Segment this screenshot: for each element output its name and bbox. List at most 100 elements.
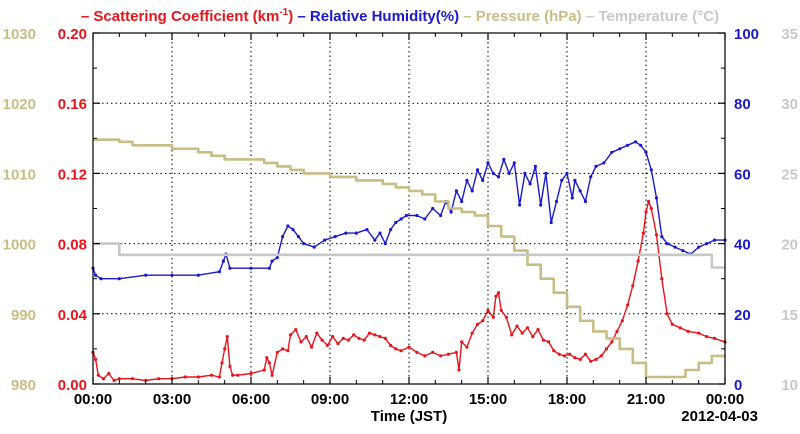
x-tick-label: 15:00 bbox=[469, 391, 507, 408]
series-point-humidity bbox=[673, 245, 677, 249]
series-point-humidity bbox=[281, 235, 285, 239]
series-point-scattering bbox=[399, 349, 403, 353]
series-point-scattering bbox=[267, 361, 271, 365]
scattering-tick-label: 0.04 bbox=[58, 307, 88, 324]
series-point-humidity bbox=[565, 171, 569, 175]
x-tick-label: 09:00 bbox=[311, 391, 349, 408]
x-tick-label: 03:00 bbox=[153, 391, 191, 408]
series-point-scattering bbox=[620, 319, 624, 323]
series-point-humidity bbox=[99, 277, 103, 281]
series-line-pressure bbox=[93, 138, 725, 379]
series-point-humidity bbox=[117, 277, 121, 281]
series-point-scattering bbox=[336, 342, 340, 346]
temperature-tick-label: 10 bbox=[781, 377, 798, 394]
humidity-tick-label: 60 bbox=[734, 166, 751, 183]
scattering-tick-label: 0.16 bbox=[58, 96, 87, 113]
series-point-scattering bbox=[304, 335, 308, 339]
series-point-humidity bbox=[681, 249, 685, 253]
humidity-tick-label: 40 bbox=[734, 237, 751, 254]
series-point-humidity bbox=[399, 217, 403, 221]
series-point-scattering bbox=[486, 308, 490, 312]
series-point-humidity bbox=[217, 270, 221, 274]
series-point-scattering bbox=[299, 340, 303, 344]
series-point-scattering bbox=[583, 352, 588, 356]
series-point-scattering bbox=[270, 373, 274, 377]
series-point-scattering bbox=[183, 375, 187, 379]
series-point-scattering bbox=[562, 354, 567, 358]
temperature-tick-label: 30 bbox=[781, 96, 798, 113]
series-point-humidity bbox=[533, 164, 538, 168]
series-point-scattering bbox=[599, 354, 603, 358]
series-point-humidity bbox=[496, 175, 501, 179]
series-point-humidity bbox=[633, 140, 638, 144]
series-point-scattering bbox=[604, 347, 609, 351]
series-point-humidity bbox=[705, 242, 709, 246]
series-point-scattering bbox=[341, 336, 345, 340]
series-point-scattering bbox=[439, 354, 443, 358]
series-point-scattering bbox=[547, 340, 551, 344]
series-point-humidity bbox=[144, 273, 148, 277]
series-point-scattering bbox=[457, 368, 461, 372]
series-point-scattering bbox=[157, 377, 161, 381]
legend-text: – Scattering Coefficient (km-1) – Relati… bbox=[81, 7, 719, 25]
scattering-tick-label: 0.20 bbox=[58, 26, 87, 43]
series-point-scattering bbox=[209, 373, 214, 377]
series-point-scattering bbox=[475, 322, 480, 326]
series-point-humidity bbox=[170, 273, 174, 277]
series-point-humidity bbox=[228, 266, 232, 270]
series-point-scattering bbox=[631, 284, 635, 288]
series-point-scattering bbox=[378, 335, 382, 339]
series-point-scattering bbox=[531, 335, 535, 339]
series-point-humidity bbox=[649, 168, 653, 172]
series-point-humidity bbox=[460, 199, 464, 204]
series-point-scattering bbox=[510, 333, 514, 337]
series-point-scattering bbox=[578, 357, 582, 361]
series-point-humidity bbox=[481, 178, 485, 182]
series-point-scattering bbox=[504, 315, 508, 319]
series-point-scattering bbox=[228, 364, 232, 368]
series-point-scattering bbox=[610, 340, 614, 344]
series-point-scattering bbox=[310, 345, 314, 349]
x-tick-label: 06:00 bbox=[232, 391, 270, 408]
series-point-scattering bbox=[236, 373, 240, 377]
pressure-tick-label: 1010 bbox=[3, 166, 36, 183]
scattering-tick-label: 0.00 bbox=[58, 377, 87, 394]
series-point-scattering bbox=[589, 359, 593, 363]
series-point-scattering bbox=[107, 371, 111, 376]
series-point-humidity bbox=[249, 266, 253, 270]
series-point-scattering bbox=[594, 357, 598, 361]
axis-ticks bbox=[92, 32, 726, 385]
series-point-scattering bbox=[265, 356, 269, 360]
series-point-humidity bbox=[378, 231, 382, 235]
series-point-scattering bbox=[515, 324, 519, 328]
pressure-tick-label: 1030 bbox=[3, 26, 36, 43]
series-point-humidity bbox=[323, 238, 327, 242]
series-point-humidity bbox=[270, 259, 274, 263]
series-point-scattering bbox=[496, 291, 501, 295]
series-point-scattering bbox=[626, 303, 630, 307]
series-point-humidity bbox=[423, 217, 427, 221]
series-point-scattering bbox=[346, 338, 350, 342]
series-point-scattering bbox=[536, 328, 540, 332]
series-line-temperature bbox=[93, 242, 725, 269]
x-tick-label: 00:00 bbox=[706, 391, 744, 408]
series-point-humidity bbox=[539, 203, 543, 207]
series-point-humidity bbox=[560, 178, 564, 182]
series-point-humidity bbox=[602, 161, 606, 165]
series-point-scattering bbox=[660, 277, 664, 281]
series-point-scattering bbox=[275, 350, 279, 354]
x-tick-label: 21:00 bbox=[627, 391, 665, 408]
series-point-humidity bbox=[660, 235, 664, 239]
series-point-scattering bbox=[481, 319, 485, 323]
series-point-humidity bbox=[221, 259, 225, 263]
series-point-humidity bbox=[618, 147, 622, 151]
x-tick-label: 00:00 bbox=[74, 391, 112, 408]
series-point-humidity bbox=[507, 171, 511, 175]
legend-item-suffix: ) bbox=[288, 8, 293, 25]
series-point-humidity bbox=[475, 168, 480, 172]
temperature-tick-label: 15 bbox=[781, 307, 798, 324]
series-point-scattering bbox=[373, 333, 377, 337]
series-point-humidity bbox=[354, 231, 358, 235]
series-point-scattering bbox=[117, 377, 121, 381]
